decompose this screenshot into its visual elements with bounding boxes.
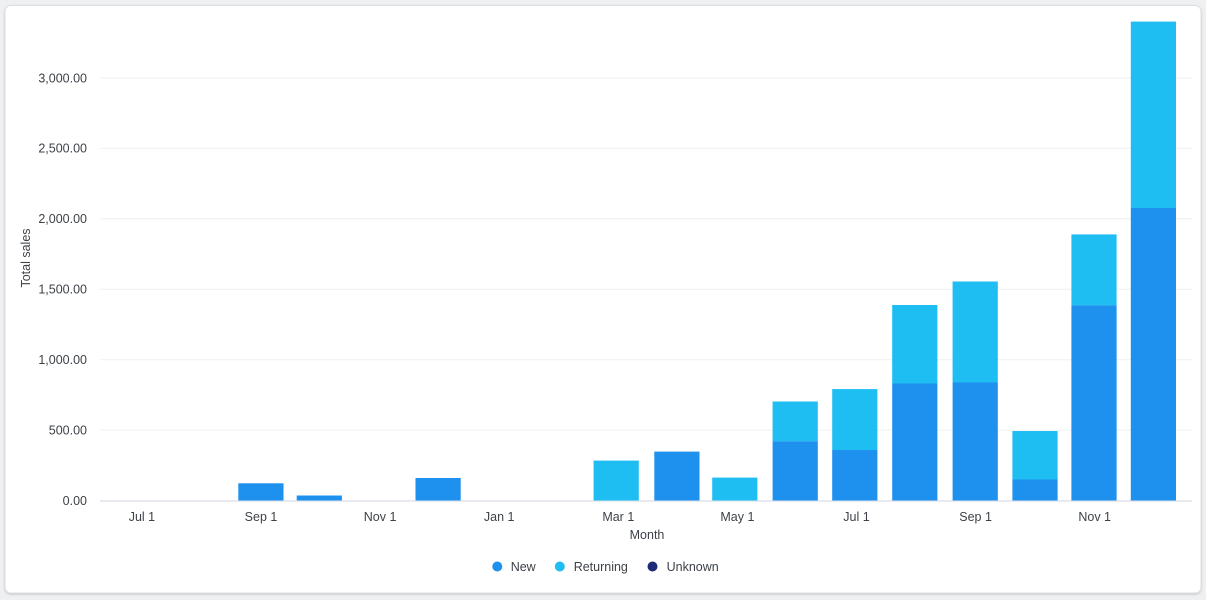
svg-text:Sep 1: Sep 1 <box>959 510 992 524</box>
svg-text:0.00: 0.00 <box>63 494 87 508</box>
svg-text:May 1: May 1 <box>720 510 754 524</box>
svg-text:Total sales: Total sales <box>19 228 33 287</box>
svg-text:1,500.00: 1,500.00 <box>38 283 87 297</box>
svg-text:Jul 1: Jul 1 <box>129 510 155 524</box>
svg-text:3,000.00: 3,000.00 <box>38 71 87 85</box>
svg-text:2,000.00: 2,000.00 <box>38 212 87 226</box>
svg-text:Unknown: Unknown <box>667 560 719 574</box>
svg-text:Nov 1: Nov 1 <box>1078 510 1111 524</box>
svg-text:Sep 1: Sep 1 <box>245 510 278 524</box>
svg-text:Mar 1: Mar 1 <box>602 510 634 524</box>
svg-text:500.00: 500.00 <box>49 423 87 437</box>
svg-text:New: New <box>511 560 537 574</box>
svg-text:Returning: Returning <box>574 560 628 574</box>
svg-text:Jul 1: Jul 1 <box>843 510 869 524</box>
svg-text:1,000.00: 1,000.00 <box>38 353 87 367</box>
svg-text:Month: Month <box>630 528 665 542</box>
svg-text:Nov 1: Nov 1 <box>364 510 397 524</box>
svg-text:Jan 1: Jan 1 <box>484 510 515 524</box>
svg-text:2,500.00: 2,500.00 <box>38 142 87 156</box>
